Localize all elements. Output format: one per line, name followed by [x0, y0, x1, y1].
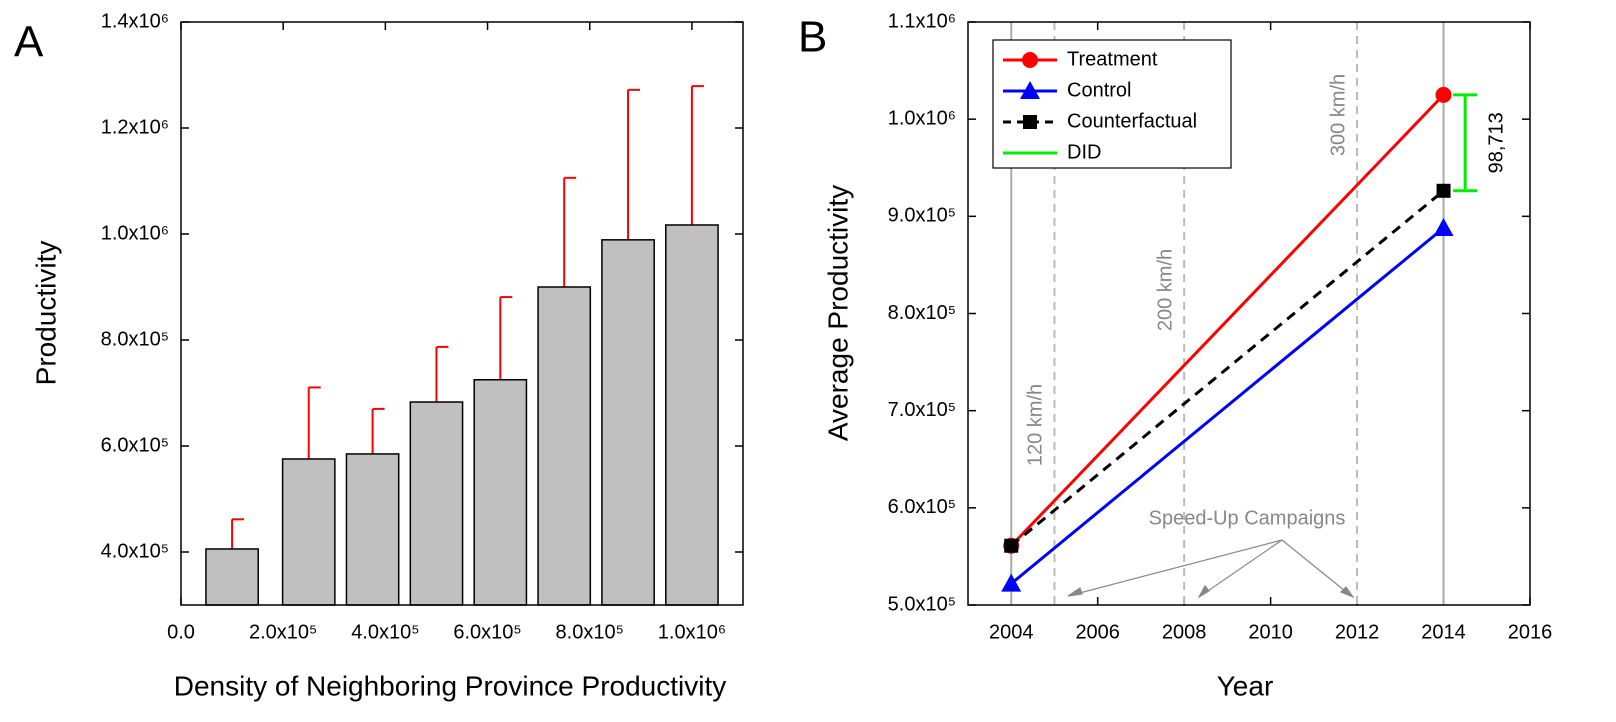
- x-tick-label: 2008: [1162, 621, 1207, 643]
- y-tick-label: 8.0x10⁵: [888, 302, 956, 324]
- annotation: Speed-Up Campaigns: [1149, 507, 1346, 529]
- y-tick-label: 4.0x10⁵: [101, 540, 169, 562]
- series-line: [1010, 93, 1445, 547]
- x-tick-label: 6.0x10⁵: [453, 621, 521, 643]
- legend-marker: [1023, 115, 1037, 129]
- bar: [537, 286, 592, 606]
- y-tick-label: 8.0x10⁵: [101, 328, 169, 350]
- bar: [281, 458, 336, 606]
- x-tick-label: 2.0x10⁵: [249, 621, 317, 643]
- series-line: [1010, 226, 1445, 585]
- y-tick-label: 7.0x10⁵: [888, 399, 956, 421]
- annotation-arrows: [1067, 539, 1355, 599]
- reference-label: 200 km/h: [1154, 249, 1176, 331]
- y-tick-label: 6.0x10⁵: [888, 496, 956, 518]
- marker: [1436, 183, 1451, 198]
- plot-frame: [967, 21, 1531, 606]
- marker: [1004, 538, 1019, 553]
- legend-marker: [1020, 81, 1040, 99]
- y-tick-label: 1.0x10⁶: [888, 107, 956, 129]
- x-axis-title: Density of Neighboring Province Producti…: [174, 670, 726, 701]
- x-tick-label: 4.0x10⁵: [351, 621, 419, 643]
- y-tick-label: 1.2x10⁶: [101, 116, 169, 138]
- y-tick-label: 6.0x10⁵: [101, 434, 169, 456]
- x-axis-title: Year: [1217, 670, 1274, 701]
- y-tick-label: 5.0x10⁵: [888, 593, 956, 615]
- x-tick-label: 1.0x10⁶: [658, 621, 726, 643]
- panel-label: B: [798, 13, 827, 62]
- y-tick-label: 1.1x10⁶: [888, 10, 956, 32]
- reference-label: 300 km/h: [1327, 74, 1349, 156]
- legend-label: DID: [1067, 141, 1101, 163]
- marker: [1435, 86, 1452, 103]
- reference-label: 120 km/h: [1025, 384, 1047, 466]
- x-tick-label: 2006: [1075, 621, 1120, 643]
- x-tick-label: 2012: [1335, 621, 1380, 643]
- y-tick-label: 1.4x10⁶: [101, 10, 169, 32]
- x-tick-label: 2004: [989, 621, 1034, 643]
- x-tick-label: 2014: [1421, 621, 1466, 643]
- series-line: [1010, 189, 1445, 547]
- bar: [409, 401, 464, 606]
- y-axis-title: Productivity: [30, 241, 61, 386]
- legend-label: Control: [1067, 79, 1131, 101]
- bar: [665, 224, 719, 606]
- bar: [601, 239, 655, 606]
- x-tick-label: 0.0: [167, 621, 195, 643]
- x-tick-label: 2010: [1248, 621, 1293, 643]
- marker: [1001, 573, 1022, 592]
- x-tick-label: 8.0x10⁵: [556, 621, 624, 643]
- bar: [205, 548, 259, 606]
- legend-label: Treatment: [1067, 48, 1158, 70]
- plot-frame: [180, 21, 744, 606]
- did-label: 98,713: [1485, 112, 1507, 173]
- legend-marker: [1022, 52, 1038, 68]
- bar: [473, 379, 528, 606]
- panel-label: A: [14, 18, 44, 67]
- legend-label: Counterfactual: [1067, 110, 1197, 132]
- y-tick-label: 1.0x10⁶: [101, 222, 169, 244]
- marker: [1433, 217, 1454, 236]
- x-tick-label: 2016: [1508, 621, 1553, 643]
- bar: [345, 453, 400, 606]
- y-axis-title: Average Productivity: [822, 185, 853, 441]
- y-tick-label: 9.0x10⁵: [888, 205, 956, 227]
